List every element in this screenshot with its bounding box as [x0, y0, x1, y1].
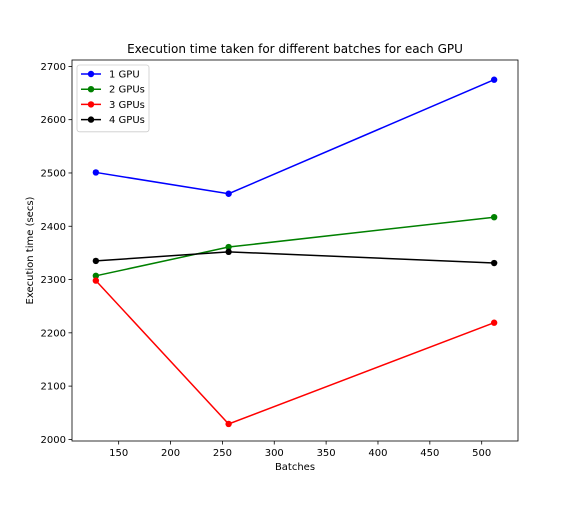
series-4-gpus [92, 248, 498, 267]
legend-label: 3 GPUs [109, 100, 145, 111]
data-point-3-gpus [225, 420, 232, 428]
data-point-4-gpus [225, 248, 232, 256]
plot-frame [71, 59, 519, 442]
series-layer [92, 76, 498, 428]
x-tick-label: 500 [472, 448, 491, 459]
data-point-3-gpus [92, 277, 100, 284]
legend-item-3-gpus: 3 GPUs [81, 100, 145, 111]
data-point-3-gpus [490, 319, 498, 326]
y-tick-label: 2200 [41, 328, 66, 339]
x-tick-label: 200 [161, 448, 180, 459]
x-tick-label: 150 [109, 448, 128, 459]
data-point-2-gpus [225, 243, 232, 251]
data-point-4-gpus [490, 259, 498, 267]
x-tick-label: 300 [265, 448, 284, 459]
legend-swatch-marker [87, 101, 95, 108]
y-axis-label: Execution time (secs) [25, 196, 36, 304]
data-point-2-gpus [92, 272, 100, 280]
data-point-1-gpu [92, 169, 100, 176]
y-tick-label: 2700 [41, 62, 66, 73]
legend-item-2-gpus: 2 GPUs [81, 85, 145, 96]
y-tick-label: 2000 [41, 435, 66, 446]
y-tick-label: 2500 [41, 168, 66, 179]
legend-label: 2 GPUs [109, 85, 145, 96]
series-1-gpu [92, 76, 498, 197]
legend-swatch-marker [87, 116, 95, 123]
y-tick-label: 2600 [41, 115, 66, 126]
series-2-gpus [92, 213, 498, 280]
x-axis-ticks: 150 200 250 300 350 400 450 500 [109, 441, 491, 459]
legend-item-4-gpus: 4 GPUs [81, 115, 145, 126]
chart-title: Execution time taken for different batch… [127, 42, 463, 56]
y-tick-label: 2100 [41, 382, 66, 393]
x-axis-label: Batches [275, 462, 315, 473]
legend-label: 4 GPUs [109, 115, 145, 126]
data-point-1-gpu [490, 76, 498, 83]
y-tick-label: 2300 [41, 275, 66, 286]
data-point-1-gpu [225, 190, 232, 197]
series-3-gpus [92, 277, 498, 428]
x-tick-label: 250 [213, 448, 232, 459]
legend: 1 GPU 2 GPUs 3 GPUs 4 GPUs [76, 64, 150, 133]
x-tick-label: 450 [420, 448, 439, 459]
legend-swatch-marker [87, 86, 95, 93]
legend-frame [76, 64, 150, 133]
x-tick-label: 400 [368, 448, 387, 459]
legend-swatch-marker [87, 70, 95, 78]
y-axis-ticks: 2000 2100 2200 2300 2400 2500 2600 2700 [41, 62, 72, 446]
legend-item-1-gpu: 1 GPU [81, 70, 140, 81]
y-tick-label: 2400 [41, 222, 66, 233]
data-point-2-gpus [490, 213, 498, 221]
data-point-4-gpus [92, 257, 100, 265]
x-tick-label: 350 [317, 448, 336, 459]
legend-label: 1 GPU [109, 70, 140, 81]
